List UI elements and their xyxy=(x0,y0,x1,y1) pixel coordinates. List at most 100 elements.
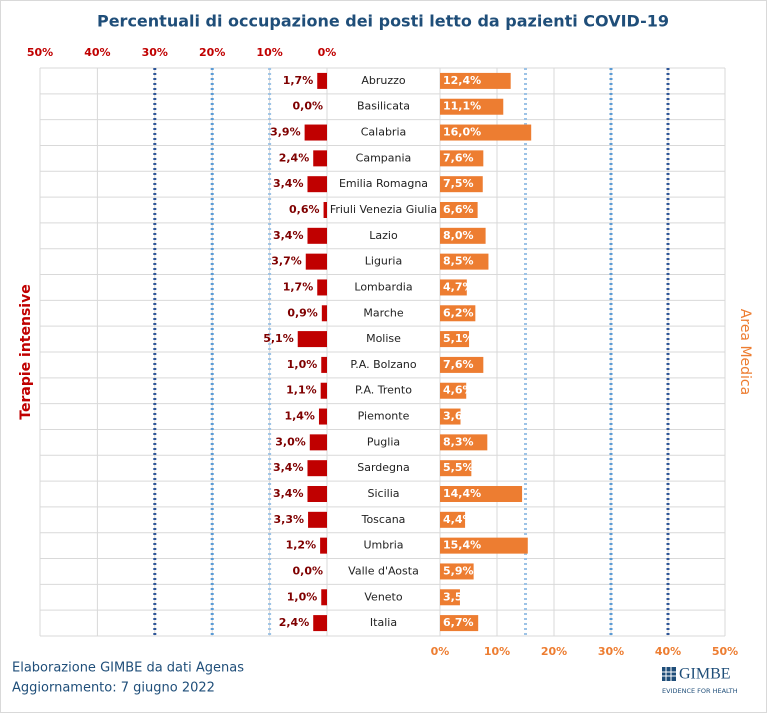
value-label: 7,6% xyxy=(443,358,474,371)
value-label: 14,4% xyxy=(443,487,481,500)
value-label: 8,0% xyxy=(443,229,474,242)
value-label: 1,2% xyxy=(286,539,317,552)
bar xyxy=(440,408,461,425)
bar xyxy=(308,511,327,528)
value-label: 8,5% xyxy=(443,255,474,268)
bar xyxy=(318,408,327,425)
x-tick-label: 20% xyxy=(541,645,567,658)
value-label: 5,1% xyxy=(443,332,474,345)
bar xyxy=(307,176,327,193)
bar xyxy=(321,589,327,606)
logo: GIMBE EVIDENCE FOR HEALTH xyxy=(662,666,738,695)
category-label: Veneto xyxy=(364,590,402,603)
category-label: Valle d'Aosta xyxy=(348,564,419,577)
category-label: Lazio xyxy=(369,229,398,242)
bar xyxy=(321,356,327,373)
category-label: Marche xyxy=(363,306,404,319)
category-label: Lombardia xyxy=(354,280,412,293)
bar xyxy=(440,382,467,399)
value-label: 1,7% xyxy=(283,74,314,87)
value-label: 3,4% xyxy=(273,177,304,190)
x-tick-label: 30% xyxy=(142,46,168,59)
bar xyxy=(304,124,327,141)
value-label: 3,9% xyxy=(270,126,301,139)
bar xyxy=(320,382,327,399)
x-tick-label: 10% xyxy=(256,46,282,59)
category-label: Umbria xyxy=(363,539,403,552)
bar xyxy=(307,227,327,244)
category-label: Toscana xyxy=(361,513,406,526)
bar xyxy=(440,150,484,167)
bar xyxy=(317,72,327,89)
x-tick-label: 10% xyxy=(484,645,510,658)
bar xyxy=(440,486,523,502)
category-label: Italia xyxy=(370,616,397,629)
category-label: P.A. Bolzano xyxy=(350,358,417,371)
value-label: 0,0% xyxy=(292,100,323,113)
x-tick-label: 50% xyxy=(712,645,738,658)
bar xyxy=(440,202,478,218)
chart-title: Percentuali di occupazione dei posti let… xyxy=(97,12,669,31)
axis-title: Area Medica xyxy=(737,309,753,395)
value-label: 1,0% xyxy=(287,590,318,603)
value-label: 3,5% xyxy=(443,590,474,603)
footer-line: Aggiornamento: 7 giugno 2022 xyxy=(12,681,215,696)
bar xyxy=(307,486,327,502)
category-label: Molise xyxy=(366,332,401,345)
value-label: 6,6% xyxy=(443,203,474,216)
x-tick-label: 40% xyxy=(84,46,110,59)
logo-name: GIMBE xyxy=(679,666,731,683)
footer-line: Elaborazione GIMBE da dati Agenas xyxy=(12,661,244,676)
value-label: 5,9% xyxy=(443,564,474,577)
value-label: 0,0% xyxy=(292,564,323,577)
value-label: 6,2% xyxy=(443,306,474,319)
bar xyxy=(323,202,327,218)
value-label: 11,1% xyxy=(443,100,481,113)
category-label: Campania xyxy=(356,151,412,164)
logo-icon-grid xyxy=(662,667,676,681)
bar xyxy=(440,72,511,89)
value-label: 1,0% xyxy=(287,358,318,371)
value-label: 3,7% xyxy=(271,255,302,268)
value-label: 8,3% xyxy=(443,435,474,448)
x-tick-label: 50% xyxy=(27,46,53,59)
bar xyxy=(440,589,460,606)
x-tick-label: 0% xyxy=(318,46,337,59)
value-label: 2,4% xyxy=(279,616,310,629)
category-label: P.A. Trento xyxy=(355,384,412,397)
value-label: 5,1% xyxy=(263,332,294,345)
bar xyxy=(440,563,474,580)
value-label: 3,6% xyxy=(443,410,474,423)
logo-icon xyxy=(662,667,676,681)
bar xyxy=(440,434,488,451)
bar xyxy=(309,434,327,451)
x-tick-label: 20% xyxy=(199,46,225,59)
x-tick-label: 30% xyxy=(598,645,624,658)
value-label: 4,4% xyxy=(443,513,474,526)
bar xyxy=(320,537,327,554)
value-label: 0,9% xyxy=(287,306,318,319)
bar xyxy=(440,615,479,632)
bar xyxy=(297,331,327,348)
value-label: 15,4% xyxy=(443,539,481,552)
value-label: 1,7% xyxy=(283,280,314,293)
category-label: Abruzzo xyxy=(361,74,406,87)
bar xyxy=(321,305,327,322)
value-label: 12,4% xyxy=(443,74,481,87)
category-label: Emilia Romagna xyxy=(339,177,428,190)
bar xyxy=(440,227,486,244)
bar xyxy=(440,279,467,296)
bar xyxy=(313,150,327,167)
value-label: 7,5% xyxy=(443,177,474,190)
category-label: Calabria xyxy=(361,126,407,139)
value-label: 3,4% xyxy=(273,461,304,474)
category-label: Sicilia xyxy=(368,487,400,500)
bar xyxy=(440,460,472,477)
value-label: 2,4% xyxy=(279,151,310,164)
value-label: 1,1% xyxy=(286,384,317,397)
bar xyxy=(440,253,489,270)
bar xyxy=(440,331,470,348)
bar xyxy=(440,511,466,528)
category-label: Sardegna xyxy=(357,461,410,474)
